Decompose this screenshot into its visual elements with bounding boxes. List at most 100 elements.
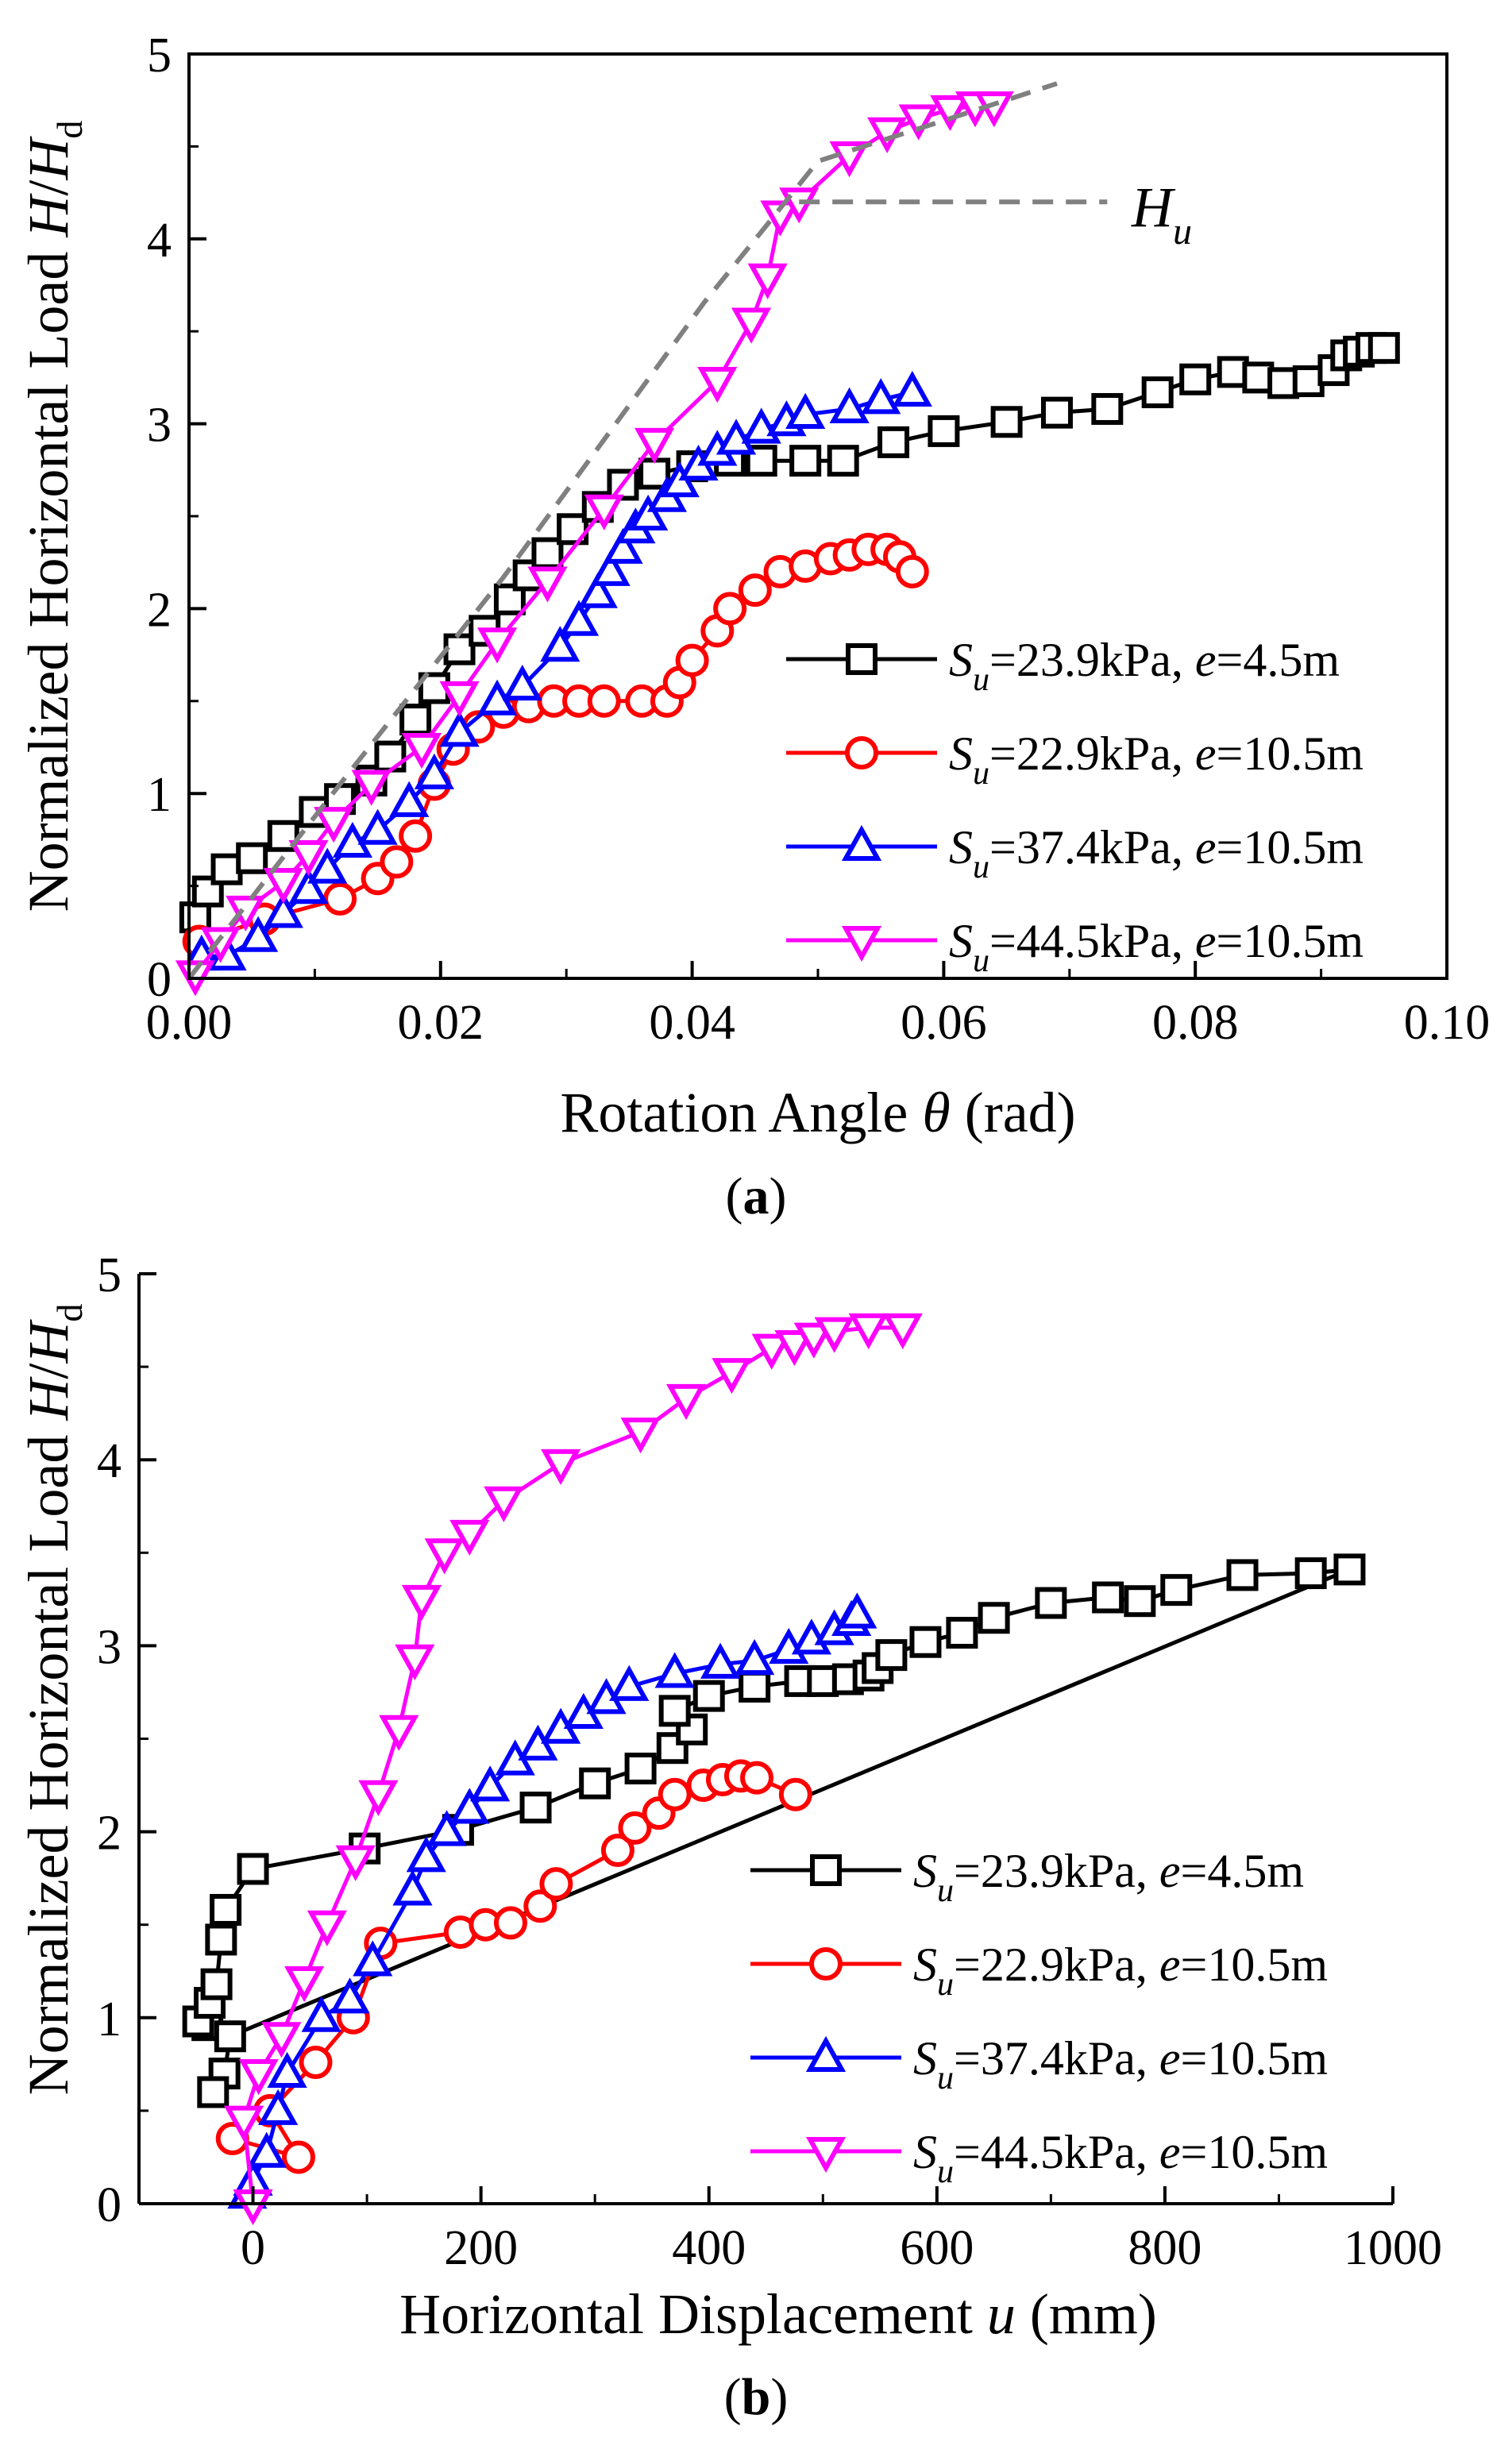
x-tick-label-b: 800 (1128, 2221, 1202, 2275)
data-point-b-0 (1333, 1553, 1366, 1586)
data-point-a-2 (307, 847, 348, 884)
data-point-b-3 (793, 1322, 834, 1359)
data-point-b-0 (875, 1639, 908, 1672)
data-point-b-3 (774, 1329, 815, 1367)
data-point-b-0 (519, 1792, 552, 1824)
data-point-b-0 (205, 1923, 237, 1956)
data-point-a-2 (603, 527, 643, 564)
data-point-a-0 (1040, 396, 1073, 429)
legend-label-a: Su=44.5kPa, e=10.5m (949, 915, 1364, 979)
legend-label-b: Su=23.9kPa, e=4.5m (913, 1845, 1304, 1909)
data-point-a-2 (892, 370, 932, 407)
data-point-b-3 (358, 1780, 399, 1816)
data-point-b-1 (281, 2140, 315, 2174)
series-layer-b (182, 1313, 1366, 2226)
data-point-b-0 (210, 1893, 242, 1926)
data-point-a-1 (399, 819, 433, 853)
y-tick-label-a: 4 (147, 214, 172, 268)
data-point-b-3 (712, 1358, 752, 1394)
data-point-a-3 (760, 200, 800, 237)
y-tick-label-b: 3 (97, 1620, 122, 1674)
data-point-a-0 (1141, 376, 1174, 409)
data-point-b-3 (223, 2105, 264, 2142)
data-point-a-0 (789, 445, 822, 477)
legend-label-b: Su=44.5kPa, e=10.5m (913, 2126, 1328, 2190)
data-point-b-2 (837, 1592, 878, 1629)
legend-label-b: Su=37.4kPa, e=10.5m (913, 2032, 1328, 2096)
data-point-b-0 (1294, 1557, 1327, 1590)
data-point-b-1 (618, 1811, 652, 1845)
data-point-b-0 (739, 1670, 771, 1703)
data-point-b-2 (449, 1788, 490, 1824)
data-point-b-0 (214, 2020, 246, 2053)
data-point-a-0 (1091, 392, 1124, 425)
data-point-b-0 (1035, 1587, 1067, 1619)
data-point-a-2 (439, 711, 480, 747)
data-point-a-2 (829, 387, 870, 423)
y-tick-label-b: 5 (97, 1248, 122, 1302)
data-point-a-2 (540, 626, 580, 662)
data-point-a-2 (288, 868, 329, 905)
data-point-a-2 (263, 892, 303, 928)
x-tick-label-a: 0.04 (649, 996, 735, 1050)
data-point-b-0 (200, 1968, 233, 2000)
y-tick-label-a: 2 (147, 583, 172, 637)
data-point-a-1 (895, 554, 929, 588)
data-point-b-3 (238, 2059, 279, 2096)
data-point-b-2 (353, 1940, 393, 1977)
data-point-a-2 (414, 753, 454, 789)
data-point-b-2 (735, 1638, 775, 1676)
legend-b: Su=23.9kPa, e=4.5m Su=22.9kPa, e=10.5m Su=… (750, 1845, 1328, 2190)
legend-label-a: Su=23.9kPa, e=4.5m (949, 634, 1340, 698)
data-point-a-1 (675, 643, 709, 677)
data-point-b-1 (493, 1906, 527, 1940)
chart-panel-b: Su=23.9kPa, e=4.5m Su=22.9kPa, e=10.5m Su=… (17, 1248, 1442, 2426)
data-point-a-2 (577, 572, 618, 608)
data-point-b-0 (1124, 1585, 1156, 1618)
legend-marker-a (846, 643, 878, 675)
data-point-a-1 (380, 845, 414, 879)
reference-line-a-4 (187, 81, 1058, 980)
data-point-a-3 (401, 733, 442, 770)
data-point-b-3 (395, 1644, 435, 1680)
data-point-b-3 (848, 1313, 889, 1350)
data-point-b-3 (882, 1313, 923, 1350)
y-tick-label-b: 1 (97, 1992, 122, 2046)
data-point-a-1 (738, 573, 772, 608)
data-point-b-2 (267, 2051, 307, 2089)
data-point-a-3 (731, 307, 772, 344)
data-point-a-3 (314, 807, 354, 843)
data-point-a-0 (1179, 363, 1212, 395)
annotation-hu: Hu (1131, 176, 1192, 253)
series-layer-a (175, 81, 1400, 997)
data-point-a-3 (351, 770, 392, 806)
data-point-b-1 (523, 1889, 557, 1923)
caption-b: (b) (724, 2368, 789, 2426)
data-point-a-2 (389, 781, 430, 817)
legend-marker-b (810, 1854, 842, 1886)
data-point-b-0 (946, 1617, 978, 1649)
data-point-a-3 (634, 427, 675, 465)
axes-a: 0.00 0.02 0.04 0.06 0.08 0.10 0 1 2 3 4 5 (146, 29, 1491, 1050)
legend-label-a: Su=37.4kPa, e=10.5m (949, 821, 1364, 885)
legend-marker-b (809, 1947, 843, 1981)
data-point-b-1 (658, 1777, 692, 1811)
data-point-b-3 (335, 1845, 376, 1881)
data-point-a-2 (716, 419, 757, 455)
data-point-b-0 (624, 1752, 657, 1784)
legend-marker-b (805, 2137, 847, 2174)
x-axis-label-b: Horizontal Displacement u (mm) (399, 2282, 1157, 2346)
data-point-a-0 (827, 445, 859, 477)
data-point-a-1 (713, 592, 747, 626)
data-point-a-2 (238, 916, 279, 952)
data-point-b-1 (778, 1777, 812, 1811)
data-point-b-0 (1226, 1559, 1259, 1591)
data-point-b-3 (307, 1910, 347, 1946)
data-point-b-3 (401, 1584, 442, 1622)
x-tick-label-a: 0.10 (1404, 996, 1491, 1050)
data-point-a-2 (357, 808, 398, 845)
data-point-b-2 (426, 1810, 467, 1846)
data-point-a-3 (747, 263, 788, 299)
data-point-a-0 (878, 426, 910, 458)
